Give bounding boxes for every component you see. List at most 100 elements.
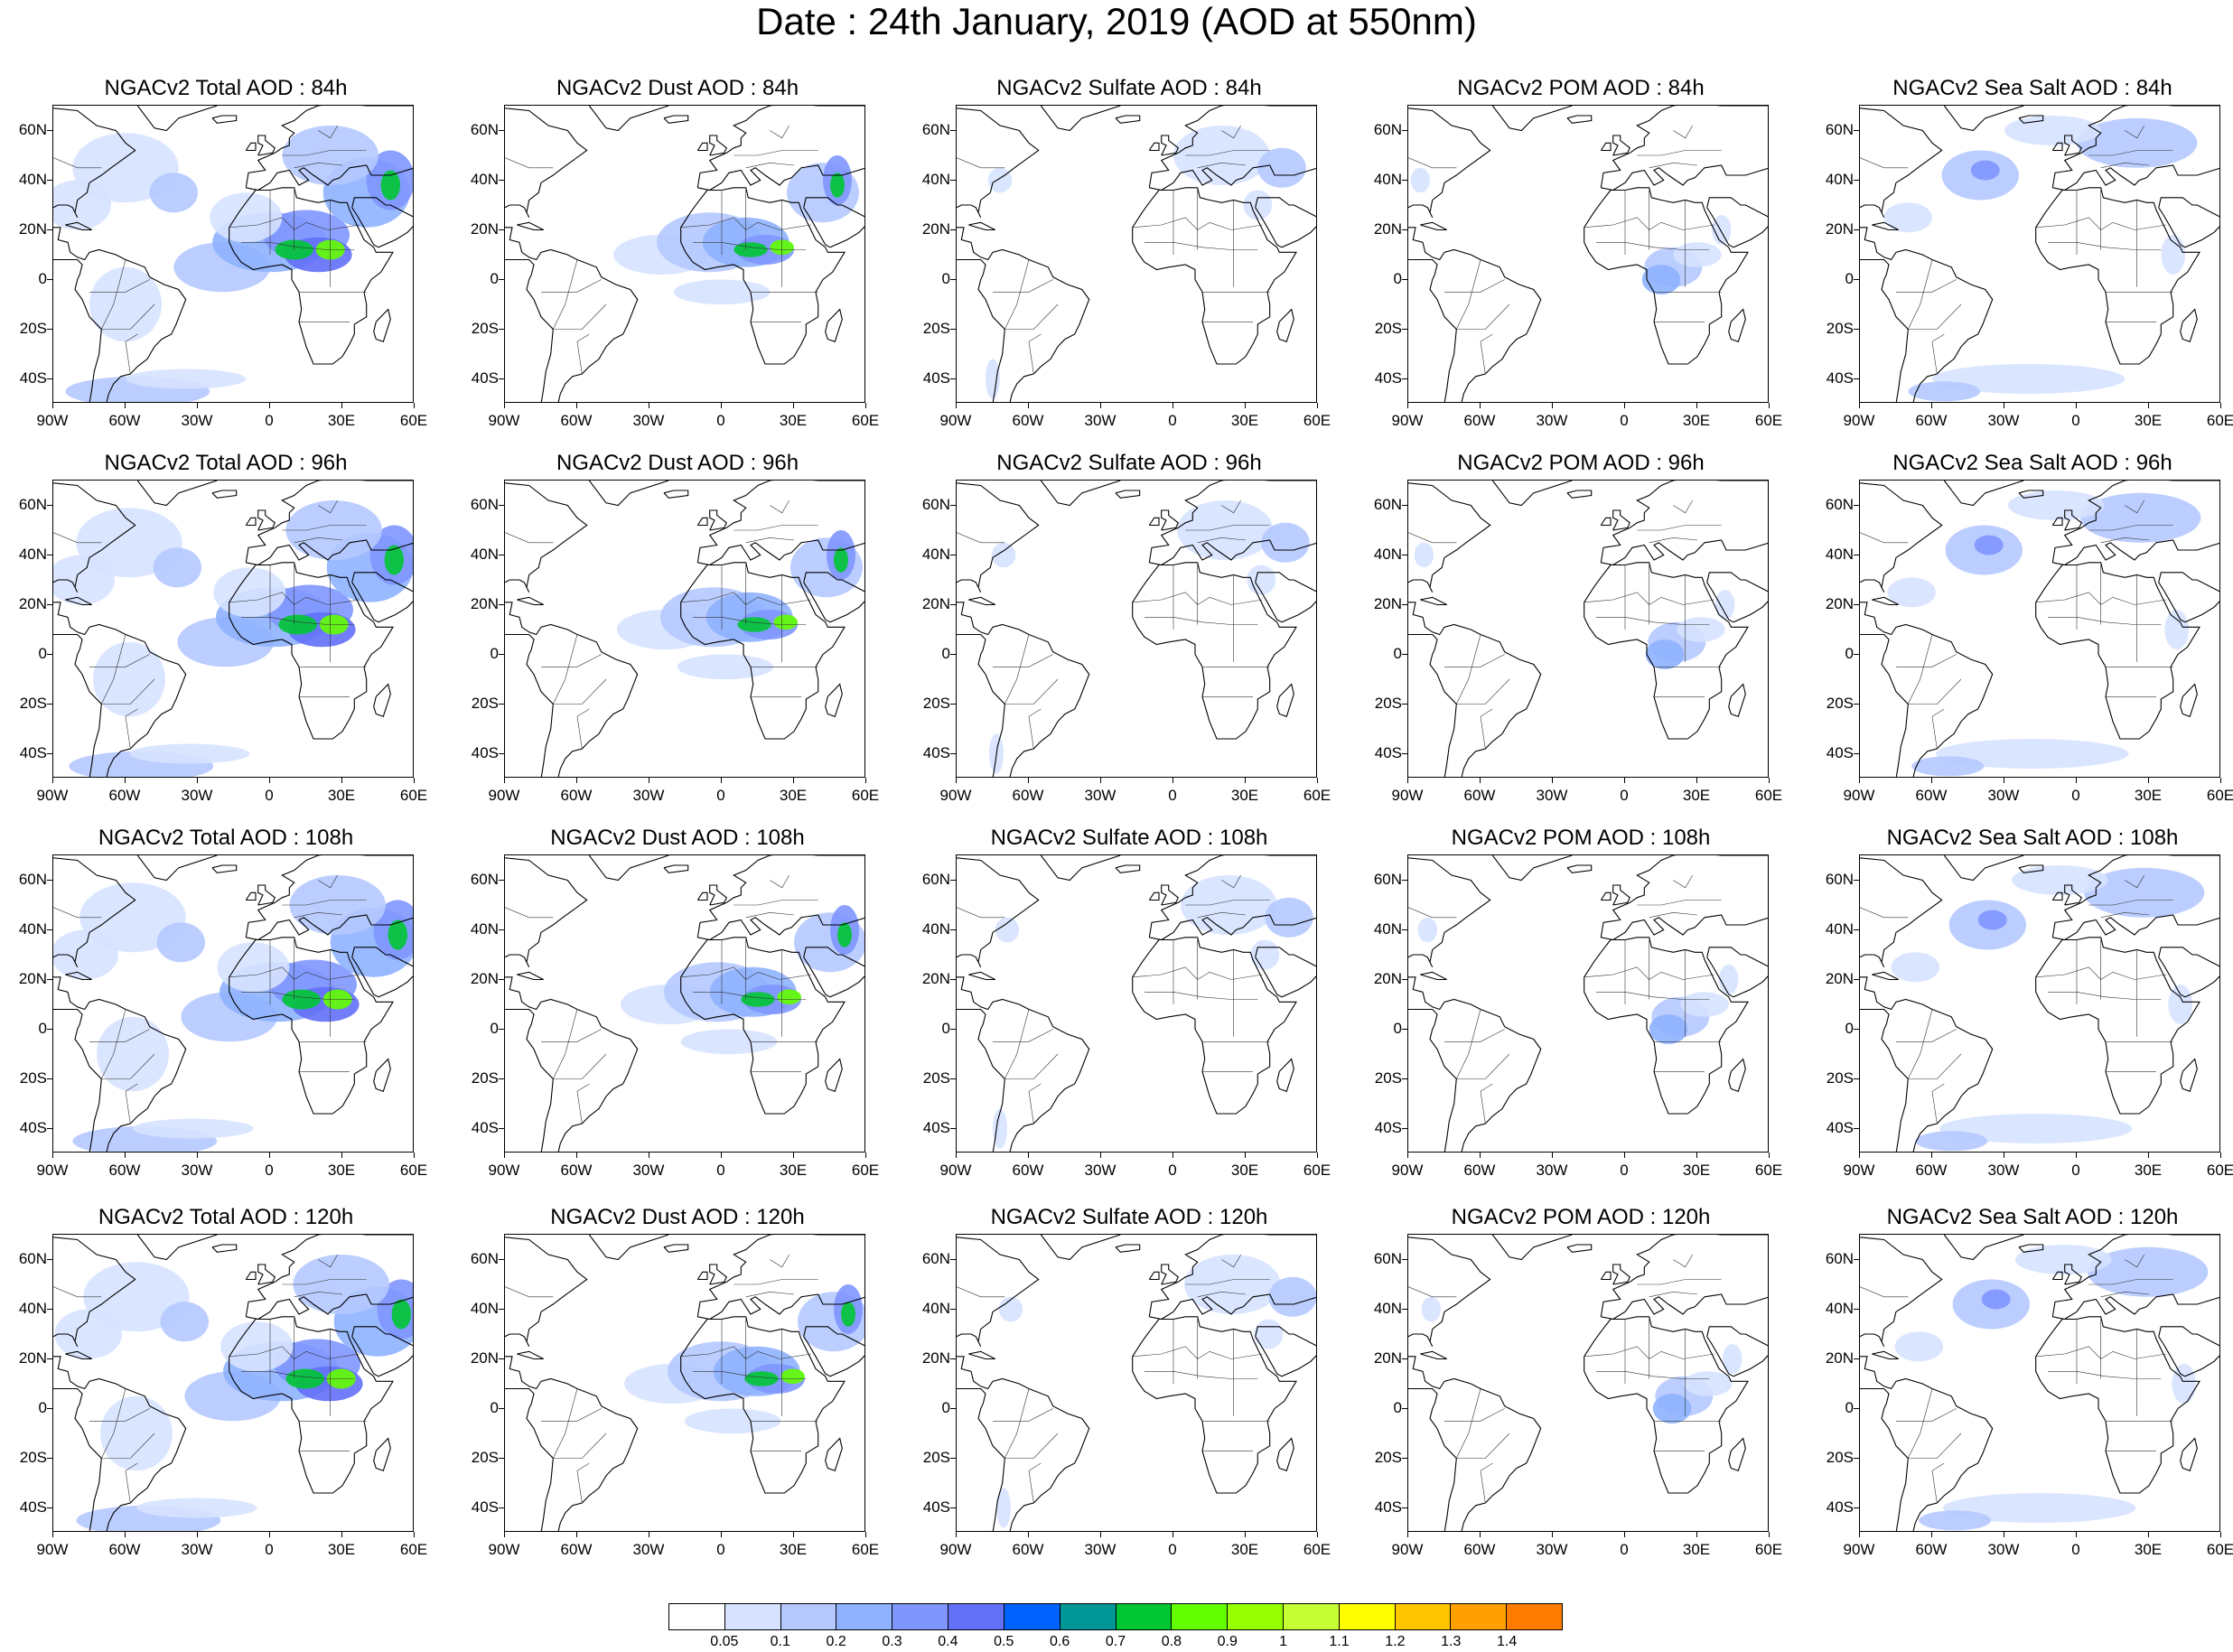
lat-tick (1402, 129, 1407, 131)
coastline (1584, 937, 1749, 1115)
aod-region (1887, 577, 1936, 608)
lat-tick-label: 0 (490, 644, 499, 662)
coastline (957, 227, 1090, 402)
lat-tick-label: 20S (471, 694, 499, 712)
coastline (1860, 633, 1909, 777)
lon-tick (793, 1532, 794, 1537)
coastline (680, 562, 846, 740)
aod-region (213, 567, 286, 618)
country-border (1860, 532, 1909, 544)
coastline (1566, 115, 1593, 124)
coastline (2064, 1264, 2082, 1285)
lat-tick-label: 40N (1825, 545, 1854, 563)
lon-tick-label: 60E (399, 412, 428, 429)
country-border (1637, 525, 1722, 531)
map-area (1407, 854, 1769, 1153)
coastline (1276, 1058, 1294, 1093)
lon-tick-label: 60W (1463, 1541, 1496, 1558)
lat-tick-label: 20S (471, 319, 499, 337)
lon-tick (1407, 1532, 1408, 1537)
lat-tick-label: 40S (922, 369, 950, 387)
coastline (1115, 864, 1141, 873)
lon-tick (1480, 403, 1481, 408)
coastline (588, 1235, 669, 1261)
lon-tick-label: 30W (181, 1162, 213, 1179)
aod-region (1943, 1493, 2136, 1523)
country-border (2125, 874, 2144, 889)
coastline (588, 106, 669, 132)
aod-region (1414, 542, 1434, 568)
country-border (318, 125, 338, 139)
country-border (294, 1291, 343, 1298)
lon-tick (2148, 1153, 2149, 1158)
country-border (553, 303, 607, 330)
map-panel-dust-108h: NGACv2 Dust AOD : 108h 60N 40N 20N 0 20S 40S 90… (452, 822, 903, 1197)
panel-title: NGACv2 Sea Salt AOD : 84h (1892, 76, 2172, 100)
country-border (2100, 911, 2150, 919)
lat-tick (47, 653, 52, 655)
lat-tick-label: 60N (470, 120, 499, 138)
lon-tick-label: 60E (851, 1162, 880, 1179)
panel-title: NGACv2 Total AOD : 108h (98, 826, 354, 850)
lon-tick-label: 0 (2071, 412, 2080, 429)
lat-tick (47, 378, 52, 379)
coastline (1161, 1264, 1179, 1285)
colorbar-label: 1.1 (1329, 1634, 1350, 1649)
aod-region (289, 875, 387, 935)
coastline (1943, 106, 2024, 132)
colorbar-labels: 0.05 0.1 0.2 0.3 0.4 0.5 0.6 0.7 0.8 0.9 1 1.1 1.2 1.… (668, 1633, 1563, 1652)
coastline (1600, 517, 1612, 527)
map-panel-seasalt-84h: NGACv2 Sea Salt AOD : 84h 60N 40N 20N 0 20S 40… (1807, 72, 2233, 447)
lat-tick-label: 0 (38, 1019, 47, 1037)
map-panel-dust-96h: NGACv2 Dust AOD : 96h 60N 40N 20N 0 20S 40S 90W… (452, 447, 903, 822)
aod-region (160, 1302, 209, 1342)
lon-tick (1624, 403, 1625, 408)
country-border (505, 1286, 554, 1298)
lon-tick (504, 403, 505, 408)
aod-region (278, 614, 317, 635)
lat-tick-label: 20S (1374, 1069, 1402, 1087)
country-border (1908, 1053, 1962, 1079)
lat-tick (950, 879, 956, 881)
lat-tick-label: 40N (470, 1299, 499, 1317)
lat-tick (950, 179, 956, 181)
coastline (1860, 227, 1994, 402)
lat-tick-label: 40N (1373, 1299, 1402, 1317)
aod-region (673, 279, 771, 305)
aod-region (744, 1371, 779, 1386)
lat-tick (47, 504, 52, 506)
country-border (576, 1083, 590, 1125)
lon-tick-label: 90W (488, 1162, 520, 1179)
lon-tick-label: 60W (1463, 787, 1496, 804)
coastline (803, 947, 864, 998)
country-border (1480, 1083, 1493, 1125)
lon-tick-label: 90W (939, 787, 972, 804)
lon-tick-label: 60E (851, 412, 880, 429)
lat-tick (950, 929, 956, 930)
panel-grid: NGACv2 Total AOD : 84h 60N 40N 20N 0 20S 40S 90… (19, 72, 2233, 1558)
aod-field (1860, 106, 2219, 402)
lon-tick-label: 90W (1391, 1162, 1424, 1179)
country-border (101, 1433, 155, 1459)
country-border (1004, 1433, 1059, 1459)
aod-region (1723, 1344, 1742, 1374)
coastline (373, 1437, 391, 1472)
lat-tick-label: 0 (490, 1019, 499, 1037)
aod-region (1883, 202, 1932, 233)
panel-title: NGACv2 Sea Salt AOD : 120h (1886, 1205, 2179, 1229)
coastline (245, 1271, 257, 1281)
country-border (745, 537, 795, 544)
coastline (1255, 572, 1316, 623)
aod-field (1860, 481, 2219, 777)
lon-tick (1552, 1153, 1553, 1158)
colorbar-swatch (669, 1604, 725, 1629)
lat-tick (499, 378, 504, 379)
aod-region (282, 989, 321, 1010)
aod-region (1974, 535, 2004, 555)
coastline (1860, 976, 1994, 1152)
lon-tick (1552, 1532, 1553, 1537)
lat-tick-label: 60N (1825, 870, 1854, 888)
country-border (2100, 162, 2150, 169)
country-border (693, 617, 807, 625)
lat-tick (950, 653, 956, 655)
